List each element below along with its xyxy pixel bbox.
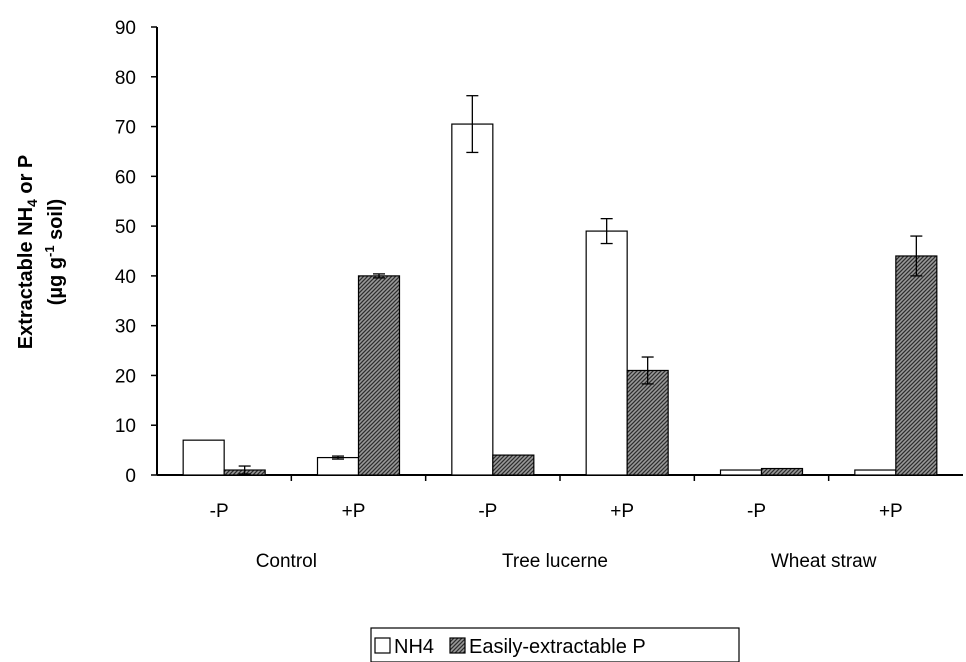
bar-nh4 [585, 230, 628, 476]
x-group-label: Wheat straw [771, 551, 877, 572]
plot-area: 0 10 20 30 40 50 60 70 80 90 -P +P -P +P -P +P Control Tr… [115, 18, 963, 572]
bar-p [626, 369, 669, 476]
y-tick-label: 80 [115, 68, 136, 89]
legend: NH4 Easily-extractable P [370, 627, 740, 662]
x-category-label: -P [210, 501, 229, 522]
bar-nh4 [316, 456, 360, 476]
x-category-label: +P [879, 501, 903, 522]
legend-label: NH4 [394, 636, 434, 658]
bar-p [357, 275, 401, 476]
y-tick-label: 70 [115, 118, 136, 139]
bar-p [760, 467, 804, 476]
y-tick-label: 30 [115, 317, 136, 338]
y-tick-label: 10 [115, 416, 136, 437]
x-category-label: -P [747, 501, 766, 522]
bar-nh4 [719, 469, 763, 476]
bar-nh4 [182, 439, 225, 476]
y-tick-label: 60 [115, 167, 136, 188]
bar-nh4 [451, 123, 494, 476]
bar-nh4 [854, 469, 897, 476]
x-category-label: -P [478, 501, 497, 522]
y-tick-label: 0 [125, 466, 136, 487]
y-tick-label: 90 [115, 18, 136, 39]
legend-label: Easily-extractable P [469, 636, 646, 658]
legend-box [370, 627, 740, 662]
bar-p [895, 255, 938, 476]
legend-swatch [449, 637, 466, 654]
y-axis-label-line2: (µg g-1 soil) [42, 199, 67, 305]
y-axis-title: Extractable NH4 or P (µg g-1 soil) [15, 155, 67, 350]
y-axis-label-line1: Extractable NH4 or P [15, 155, 40, 350]
y-tick-label: 40 [115, 267, 136, 288]
y-tick-label: 20 [115, 366, 136, 387]
x-category-label: +P [342, 501, 366, 522]
y-tick-label: 50 [115, 217, 136, 238]
bar-p [492, 454, 535, 476]
x-category-label: +P [610, 501, 634, 522]
legend-swatch [374, 637, 391, 654]
x-group-label: Control [256, 551, 317, 572]
x-group-label: Tree lucerne [502, 551, 608, 572]
